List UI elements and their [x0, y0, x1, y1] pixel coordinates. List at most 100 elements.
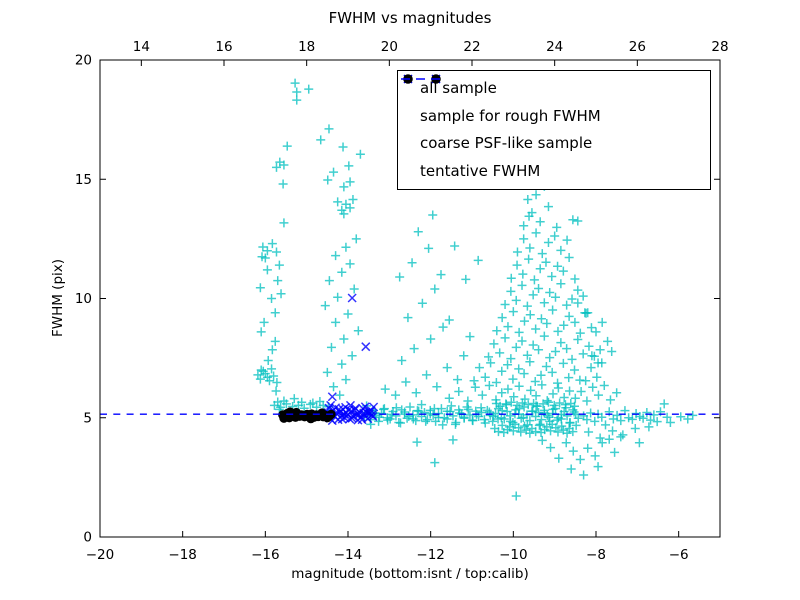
marker-plus [519, 421, 529, 431]
marker-plus [553, 383, 563, 393]
marker-plus [591, 327, 601, 337]
marker-plus [584, 427, 594, 437]
marker-plus [492, 326, 502, 336]
marker-plus [279, 218, 289, 228]
marker-plus [256, 365, 266, 375]
marker-plus [565, 386, 575, 396]
marker-plus [610, 447, 620, 457]
marker-plus [578, 349, 588, 359]
marker-plus [593, 358, 603, 368]
marker-plus [603, 336, 613, 346]
marker-plus [529, 275, 539, 285]
marker-plus [531, 228, 541, 238]
marker-plus [522, 301, 532, 311]
series-coarse-PSF-like-sample [278, 407, 336, 424]
marker-plus [662, 412, 672, 422]
marker-plus [588, 382, 598, 392]
marker-plus [344, 161, 354, 171]
marker-plus [543, 397, 553, 407]
chart-title: FWHM vs magnitudes [328, 9, 492, 27]
marker-plus [524, 254, 534, 264]
marker-plus [676, 412, 686, 422]
marker-plus [567, 294, 577, 304]
marker-plus [279, 160, 289, 170]
marker-plus [553, 326, 563, 336]
marker-plus [290, 78, 300, 88]
marker-plus [584, 341, 594, 351]
marker-plus [532, 401, 542, 411]
marker-plus [263, 356, 273, 366]
marker-plus [417, 298, 427, 308]
marker-plus [570, 393, 580, 403]
marker-plus [304, 84, 314, 94]
marker-plus [604, 407, 614, 417]
y-axis-label: FWHM (pix) [50, 258, 66, 338]
marker-plus [267, 294, 277, 303]
x-top-tick-label: 26 [629, 39, 646, 55]
marker-plus [408, 414, 418, 424]
marker-plus [539, 298, 549, 308]
marker-plus [484, 407, 494, 417]
marker-plus [544, 412, 554, 422]
marker-plus [537, 380, 547, 390]
marker-plus [484, 352, 494, 362]
marker-plus [665, 418, 675, 428]
marker-plus [453, 375, 463, 385]
marker-plus [484, 381, 494, 391]
marker-plus [509, 392, 519, 402]
marker-plus [550, 346, 560, 356]
marker-plus [331, 251, 341, 261]
marker-plus [562, 344, 572, 354]
marker-plus [269, 371, 279, 381]
marker-plus [595, 345, 605, 355]
marker-plus [571, 420, 581, 430]
marker-plus [546, 426, 556, 436]
marker-plus [537, 249, 547, 259]
marker-plus [454, 387, 464, 397]
marker-plus [428, 210, 438, 220]
marker-plus [397, 356, 407, 366]
y-tick-label: 5 [83, 410, 92, 426]
marker-plus [278, 179, 288, 189]
marker-plus [514, 327, 524, 337]
marker-plus [644, 422, 654, 432]
marker-plus [552, 415, 562, 425]
marker-plus [506, 397, 516, 407]
marker-plus [459, 351, 469, 361]
marker-plus [271, 386, 281, 396]
marker-plus [565, 418, 575, 428]
marker-plus [556, 338, 566, 348]
marker-plus [395, 418, 405, 428]
marker-plus [348, 195, 358, 205]
marker-plus [436, 270, 446, 280]
marker-plus [262, 372, 272, 382]
marker-plus [469, 376, 479, 386]
marker-plus [349, 284, 359, 294]
legend-entry-all-sample: all sample [403, 74, 706, 102]
marker-plus [583, 443, 593, 453]
marker-x [347, 293, 357, 303]
marker-circle [279, 413, 289, 423]
marker-plus [391, 390, 401, 400]
marker-plus [446, 401, 456, 411]
marker-plus [341, 242, 351, 252]
marker-plus [523, 195, 533, 205]
marker-plus [482, 405, 492, 415]
marker-plus [488, 411, 498, 421]
x-axis-label: magnitude (bottom:isnt / top:calib) [291, 566, 529, 582]
marker-plus [404, 411, 414, 421]
marker-plus [601, 420, 611, 430]
marker-plus [403, 313, 413, 323]
marker-plus [531, 391, 541, 401]
marker-plus [573, 413, 583, 423]
marker-circle [317, 408, 327, 418]
marker-x [359, 408, 369, 418]
marker-plus [534, 283, 544, 293]
marker-plus [576, 387, 586, 397]
marker-plus [683, 414, 693, 424]
marker-plus [258, 242, 268, 252]
marker-plus [465, 332, 475, 342]
marker-plus [462, 402, 472, 412]
marker-plus [405, 402, 415, 412]
